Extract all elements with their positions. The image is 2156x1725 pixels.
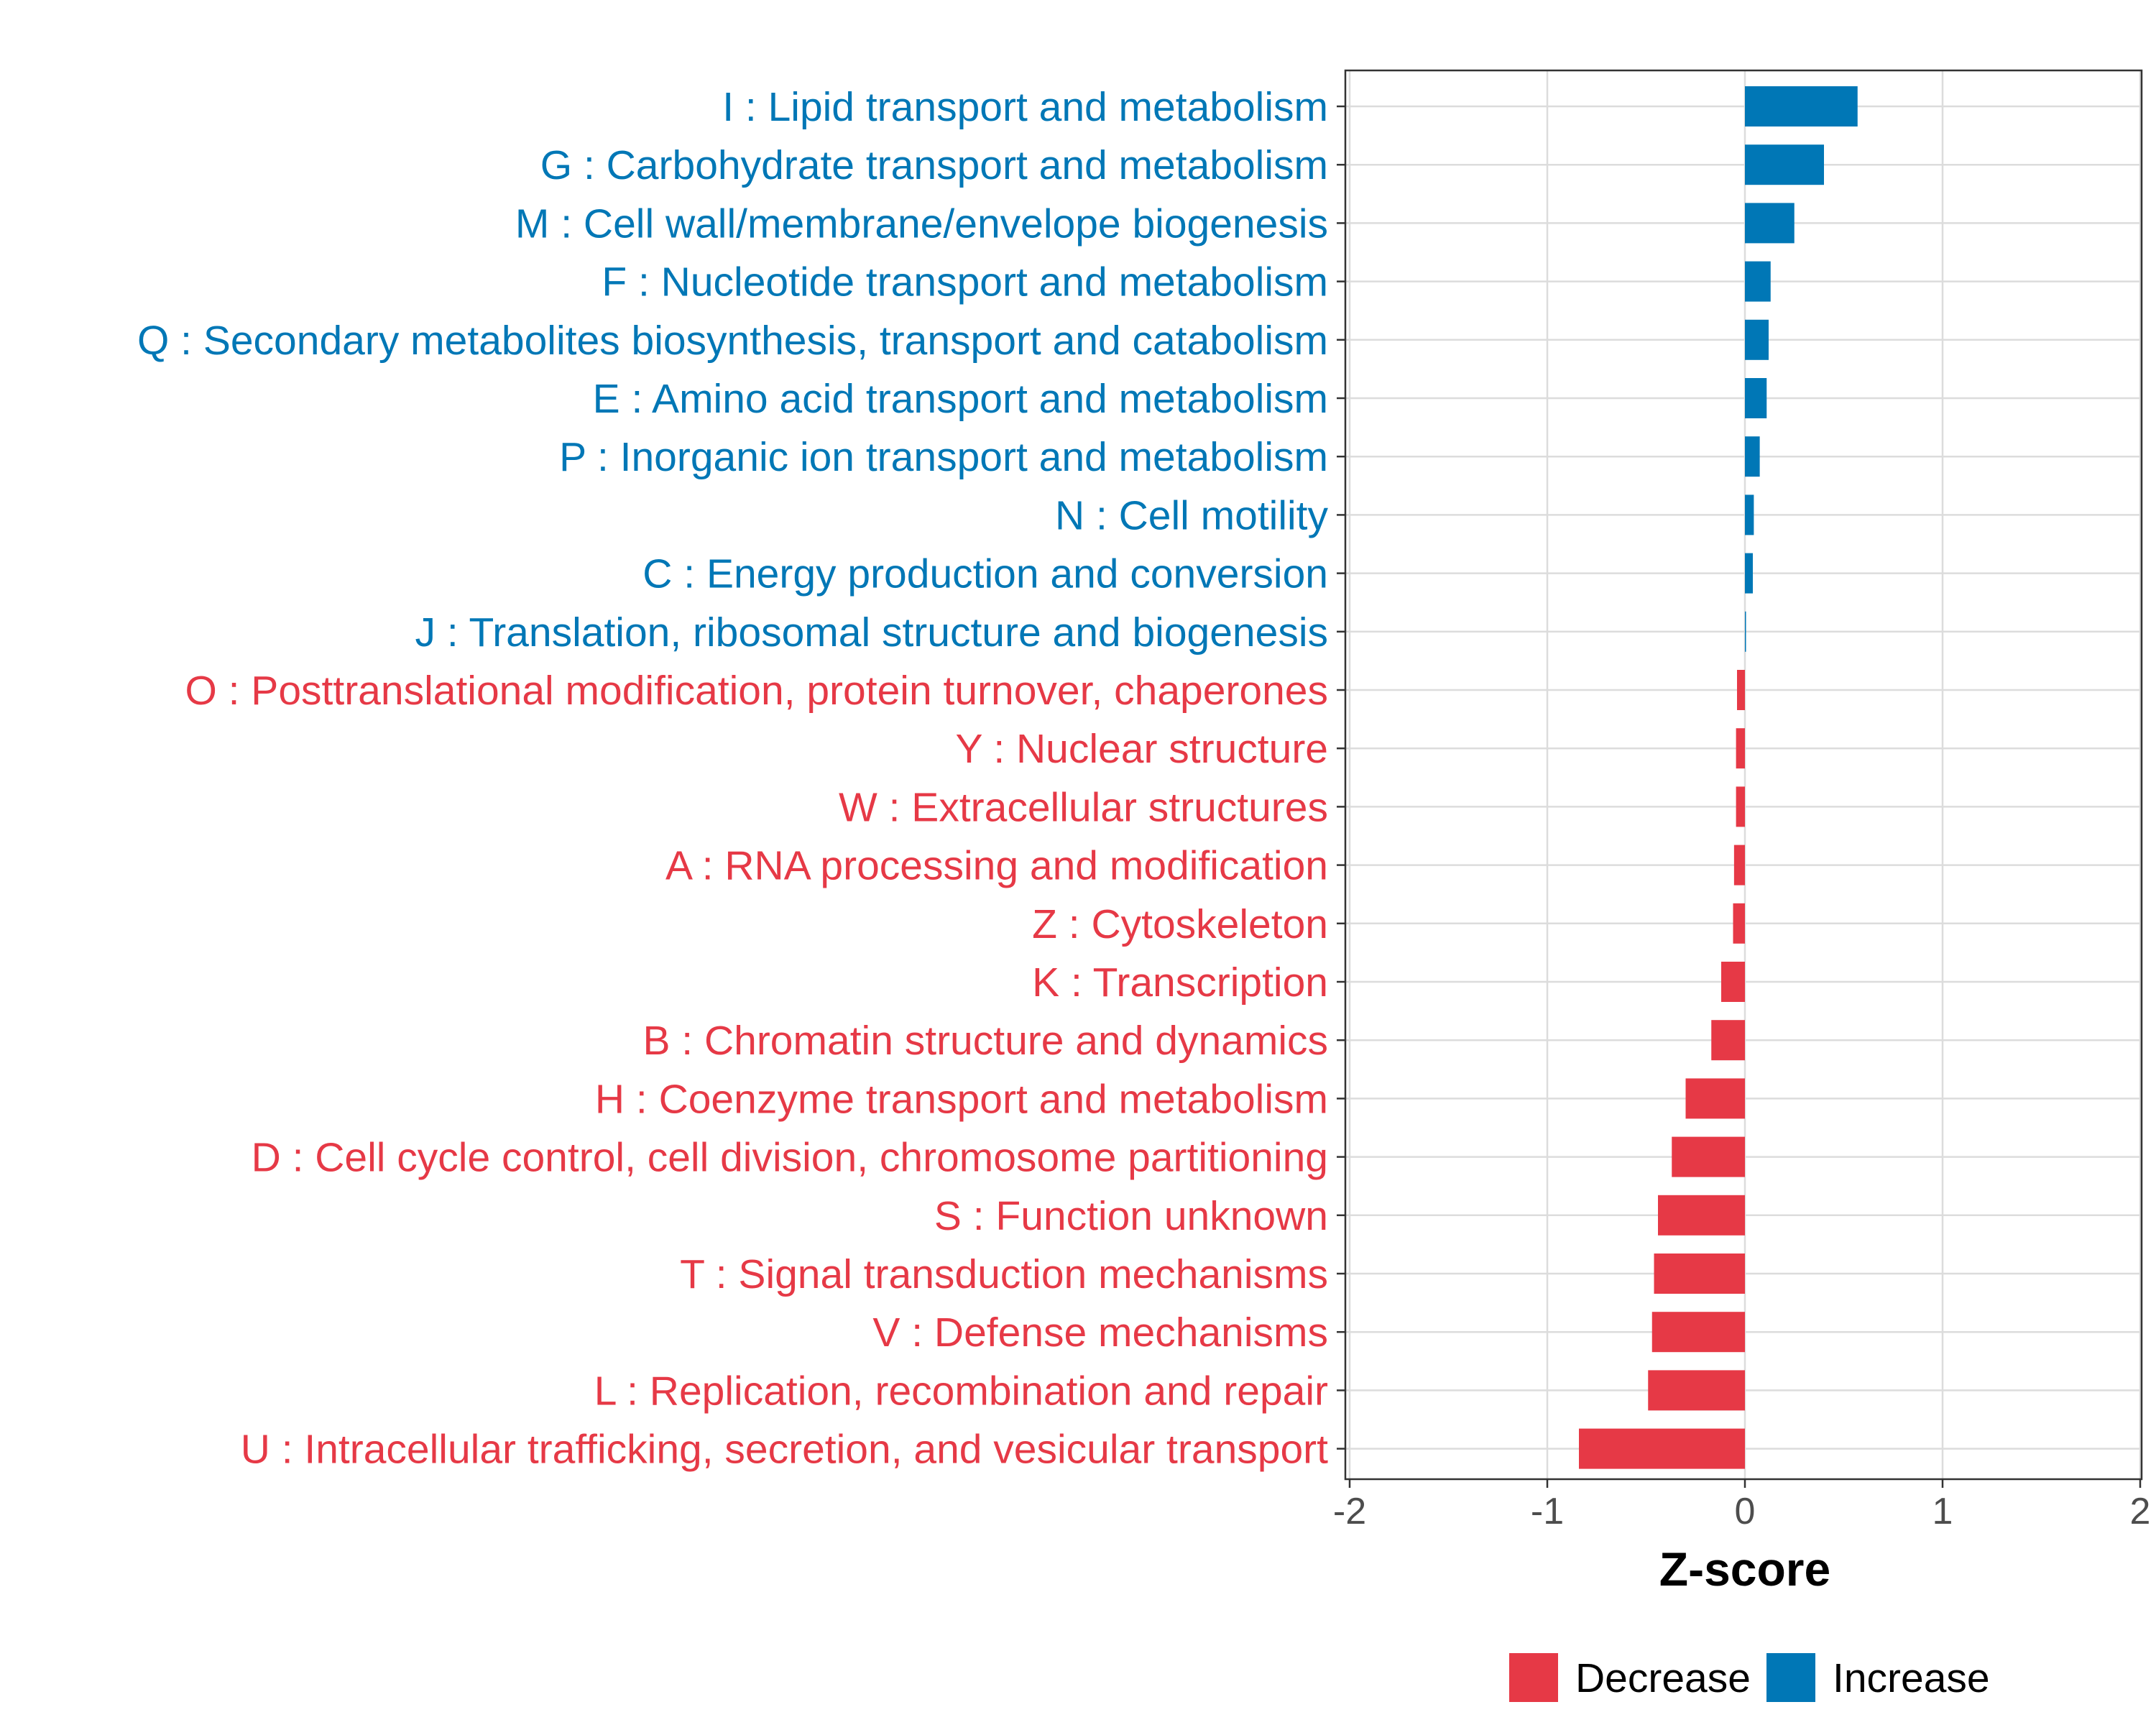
category-label: Y : Nuclear structure <box>956 726 1328 772</box>
bar-decrease <box>1658 1195 1745 1236</box>
category-label: U : Intracellular trafficking, secretion… <box>241 1427 1328 1473</box>
legend-key-increase <box>1766 1653 1815 1702</box>
bar-increase <box>1745 553 1753 594</box>
bars <box>1579 86 1858 1469</box>
category-label: P : Inorganic ion transport and metaboli… <box>559 434 1328 480</box>
category-label: J : Translation, ribosomal structure and… <box>415 610 1328 656</box>
bar-increase <box>1745 494 1754 535</box>
legend: Decrease Increase <box>1509 1653 1990 1702</box>
category-label: S : Function unknown <box>934 1193 1328 1239</box>
bar-decrease <box>1672 1136 1745 1177</box>
category-label: G : Carbohydrate transport and metabolis… <box>540 142 1328 188</box>
bar-increase <box>1745 144 1824 185</box>
bar-increase <box>1745 261 1771 302</box>
bar-decrease <box>1685 1078 1745 1119</box>
legend-label-decrease: Decrease <box>1575 1655 1751 1701</box>
x-tick-label: 2 <box>2130 1491 2151 1532</box>
bar-decrease <box>1737 670 1745 710</box>
category-label: B : Chromatin structure and dynamics <box>642 1018 1328 1064</box>
category-label: F : Nucleotide transport and metabolism <box>602 259 1328 305</box>
x-axis-ticks: -2 -1 0 1 2 <box>1333 1479 2151 1532</box>
category-label: A : RNA processing and modification <box>665 843 1328 889</box>
category-label: T : Signal transduction mechanisms <box>680 1251 1328 1297</box>
bar-decrease <box>1648 1370 1745 1411</box>
category-label: E : Amino acid transport and metabolism <box>593 376 1328 422</box>
x-axis-title: Z-score <box>1659 1542 1830 1596</box>
x-tick-label: -2 <box>1333 1491 1366 1532</box>
bar-increase <box>1745 203 1795 244</box>
category-label: N : Cell motility <box>1055 492 1329 538</box>
category-label: I : Lipid transport and metabolism <box>722 84 1328 130</box>
category-label: C : Energy production and conversion <box>642 551 1328 597</box>
plot-panel-border <box>1344 69 2143 1481</box>
category-label: W : Extracellular structures <box>839 784 1328 830</box>
category-label: K : Transcription <box>1032 960 1328 1006</box>
category-label: O : Posttranslational modification, prot… <box>185 668 1328 714</box>
legend-label-increase: Increase <box>1833 1655 1990 1701</box>
bar-decrease <box>1736 786 1745 827</box>
category-label: M : Cell wall/membrane/envelope biogenes… <box>515 201 1328 247</box>
category-label: V : Defense mechanisms <box>872 1310 1328 1356</box>
bar-decrease <box>1711 1020 1745 1061</box>
x-tick-label: -1 <box>1531 1491 1564 1532</box>
bar-decrease <box>1651 1312 1745 1353</box>
bar-decrease <box>1733 845 1745 886</box>
bar-decrease <box>1721 962 1745 1002</box>
x-tick-label: 0 <box>1735 1491 1756 1532</box>
category-label: H : Coenzyme transport and metabolism <box>595 1076 1328 1122</box>
bar-decrease <box>1579 1428 1745 1469</box>
category-label: Q : Secondary metabolites biosynthesis, … <box>137 318 1328 364</box>
x-tick-label: 1 <box>1932 1491 1953 1532</box>
bar-decrease <box>1654 1254 1745 1294</box>
y-axis-ticks: I : Lipid transport and metabolism G : Ca… <box>137 84 1345 1473</box>
category-label: Z : Cytoskeleton <box>1032 901 1328 947</box>
bar-decrease <box>1733 903 1745 944</box>
bar-increase <box>1745 319 1769 360</box>
bar-increase <box>1745 378 1767 418</box>
legend-key-decrease <box>1509 1653 1558 1702</box>
bar-increase <box>1745 436 1760 477</box>
bar-decrease <box>1736 728 1745 769</box>
category-label: D : Cell cycle control, cell division, c… <box>252 1135 1328 1181</box>
bar-increase <box>1745 86 1858 126</box>
category-label: L : Replication, recombination and repai… <box>594 1368 1328 1414</box>
bar-increase <box>1745 611 1746 652</box>
